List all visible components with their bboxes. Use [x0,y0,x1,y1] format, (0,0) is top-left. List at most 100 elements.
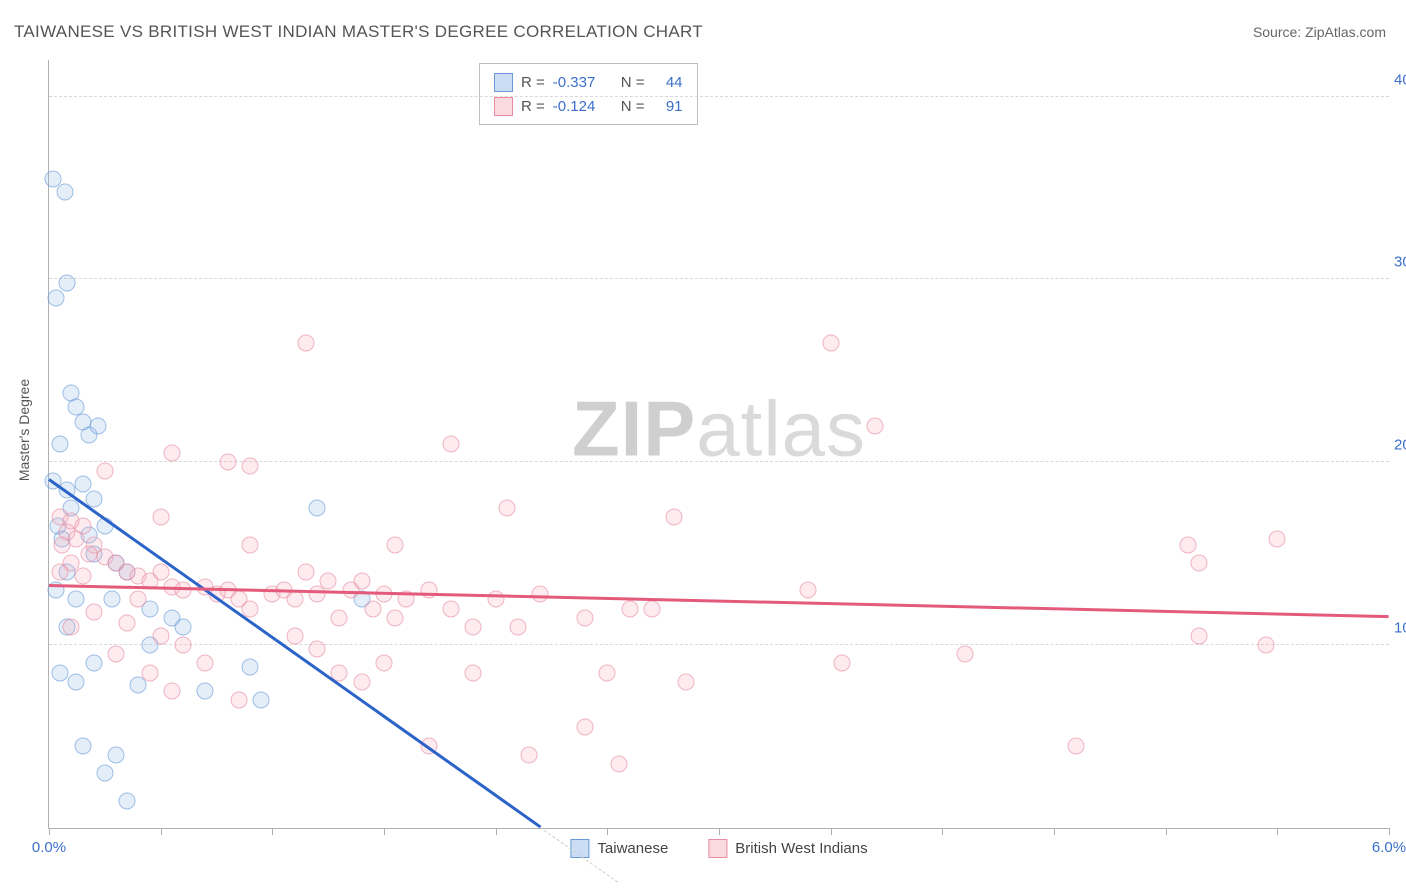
scatter-point-b [867,417,884,434]
scatter-point-a [56,183,73,200]
scatter-point-b [956,646,973,663]
legend-swatch-b-icon [708,839,727,858]
chart-title: TAIWANESE VS BRITISH WEST INDIAN MASTER'… [14,22,703,42]
scatter-point-b [364,600,381,617]
scatter-point-a [52,664,69,681]
scatter-point-b [230,692,247,709]
scatter-point-b [833,655,850,672]
scatter-point-b [130,591,147,608]
x-tick-label: 0.0% [32,839,66,856]
source-label: Source: ZipAtlas.com [1253,24,1386,40]
scatter-point-b [465,618,482,635]
scatter-point-b [152,509,169,526]
scatter-point-b [376,655,393,672]
watermark-bold: ZIP [572,384,696,472]
scatter-point-a [119,792,136,809]
bottom-legend: Taiwanese British West Indians [570,839,867,858]
scatter-point-b [331,609,348,626]
scatter-point-b [286,628,303,645]
legend-label-b: British West Indians [735,840,867,857]
scatter-point-b [297,335,314,352]
scatter-point-a [67,591,84,608]
scatter-point-b [610,756,627,773]
scatter-point-b [387,536,404,553]
n-label: N = [621,98,645,115]
scatter-point-b [677,673,694,690]
scatter-point-b [85,604,102,621]
r-value-a: -0.337 [553,74,613,91]
scatter-point-b [1269,531,1286,548]
scatter-point-a [90,417,107,434]
scatter-point-a [175,618,192,635]
scatter-point-b [666,509,683,526]
scatter-point-b [1068,737,1085,754]
legend-item-b: British West Indians [708,839,867,858]
x-tick-label: 6.0% [1372,839,1406,856]
scatter-point-b [52,564,69,581]
scatter-point-a [52,436,69,453]
scatter-point-b [309,640,326,657]
stats-legend: R = -0.337 N = 44 R = -0.124 N = 91 [479,63,698,125]
scatter-point-b [510,618,527,635]
scatter-point-b [1191,554,1208,571]
y-axis-label: Master's Degree [16,379,32,481]
x-tick-mark [1166,828,1167,835]
y-tick-label: 20.0% [1394,437,1406,454]
scatter-point-b [242,457,259,474]
scatter-point-b [521,746,538,763]
scatter-point-b [96,463,113,480]
x-tick-mark [496,828,497,835]
scatter-point-b [81,545,98,562]
scatter-point-a [85,655,102,672]
scatter-point-b [822,335,839,352]
scatter-point-a [309,500,326,517]
scatter-point-b [163,445,180,462]
x-tick-mark [1389,828,1390,835]
scatter-point-b [67,531,84,548]
plot-area: ZIPatlas R = -0.337 N = 44 R = -0.124 N … [48,60,1389,829]
scatter-point-b [197,655,214,672]
scatter-point-b [353,673,370,690]
scatter-point-b [108,646,125,663]
scatter-point-a [108,746,125,763]
scatter-point-a [74,476,91,493]
scatter-point-b [163,682,180,699]
scatter-point-a [47,289,64,306]
scatter-point-b [577,609,594,626]
n-value-b: 91 [653,98,683,115]
scatter-point-b [1180,536,1197,553]
scatter-point-b [577,719,594,736]
x-tick-mark [272,828,273,835]
r-label: R = [521,98,545,115]
scatter-point-a [253,692,270,709]
scatter-point-b [644,600,661,617]
r-label: R = [521,74,545,91]
scatter-point-b [286,591,303,608]
x-tick-mark [384,828,385,835]
y-tick-label: 40.0% [1394,71,1406,88]
scatter-point-b [800,582,817,599]
scatter-point-b [141,664,158,681]
scatter-point-b [465,664,482,681]
scatter-point-a [96,765,113,782]
y-tick-label: 10.0% [1394,620,1406,637]
scatter-point-a [67,673,84,690]
scatter-point-a [103,591,120,608]
scatter-point-b [175,637,192,654]
scatter-point-b [599,664,616,681]
scatter-point-b [152,628,169,645]
scatter-point-b [353,573,370,590]
scatter-point-a [242,659,259,676]
scatter-point-b [320,573,337,590]
scatter-point-b [1191,628,1208,645]
watermark-rest: atlas [696,384,866,472]
scatter-point-b [297,564,314,581]
gridline-h [49,278,1389,279]
scatter-point-a [74,737,91,754]
gridline-h [49,644,1389,645]
scatter-point-b [219,454,236,471]
n-value-a: 44 [653,74,683,91]
scatter-point-b [443,600,460,617]
stats-row-b: R = -0.124 N = 91 [494,94,683,118]
x-tick-mark [49,828,50,835]
